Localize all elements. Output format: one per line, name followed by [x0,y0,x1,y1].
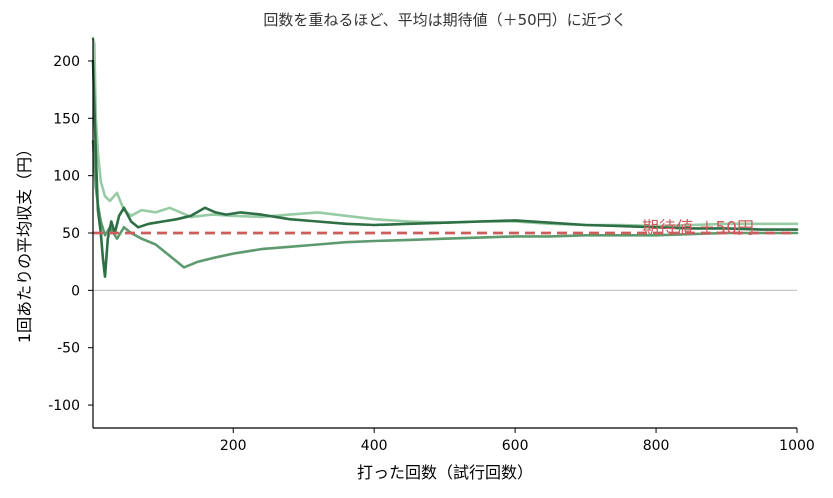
series-line-3 [91,59,799,278]
y-tick-label: 200 [53,54,80,70]
x-axis-label: 打った回数（試行回数） [357,463,533,482]
series-layer [91,36,799,278]
y-tick-label: -100 [48,398,80,414]
y-tick-label: 50 [62,226,80,242]
x-tick-label: 400 [361,438,388,454]
x-tick-label: 600 [502,438,529,454]
y-tick-label: 100 [53,169,80,185]
y-axis-label: 1回あたりの平均収支（円） [15,141,34,343]
x-tick-label: 200 [220,438,247,454]
x-tick-label: 1000 [779,438,815,454]
y-tick-label: 150 [53,111,80,127]
ticks-layer: 200 400 600 800 1000 -100 -50 0 50 100 150 200 [48,54,815,454]
x-tick-label: 800 [643,438,670,454]
y-tick-label: -50 [57,341,80,357]
series-line-1 [91,36,799,228]
expected-value-annotation: 期待値 ＋50円 [642,218,754,238]
y-tick-label: 0 [71,283,80,299]
series-line-2 [91,139,799,269]
chart-title: 回数を重ねるほど、平均は期待値（＋50円）に近づく [263,11,626,29]
